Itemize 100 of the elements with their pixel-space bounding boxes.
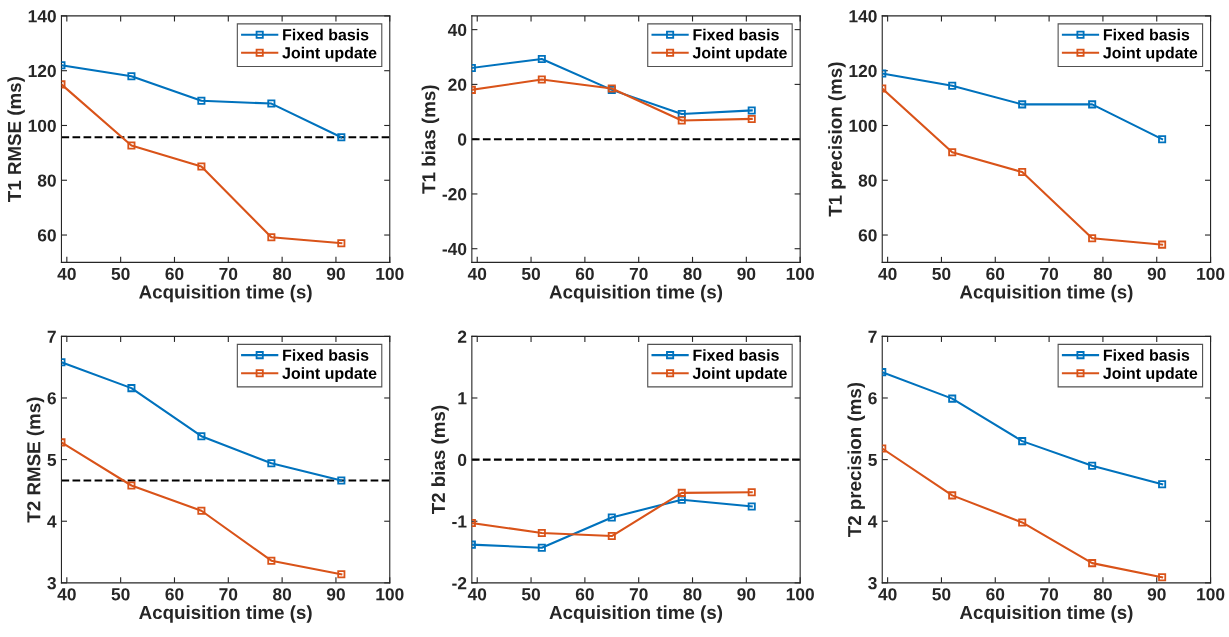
y-tick-label: -20 xyxy=(442,188,467,201)
x-tick-label: 90 xyxy=(326,588,345,601)
y-axis-title: T1 bias (ms) xyxy=(421,85,440,194)
x-tick-label: 70 xyxy=(219,588,238,601)
x-tick-label: 40 xyxy=(878,267,897,281)
point xyxy=(1158,573,1167,582)
point xyxy=(537,543,546,552)
y-tick-label: 80 xyxy=(858,174,877,187)
legend-label: Joint update xyxy=(1103,367,1198,383)
x-tick-label: 50 xyxy=(111,588,130,601)
point xyxy=(537,75,546,84)
x-tick-label: 60 xyxy=(986,588,1005,601)
point xyxy=(267,556,276,565)
point xyxy=(537,54,546,63)
point xyxy=(127,72,136,81)
y-tick-label: -2 xyxy=(452,577,467,590)
line-series xyxy=(471,75,756,125)
x-axis-title: Acquisition time (s) xyxy=(549,284,723,303)
point xyxy=(1018,518,1027,527)
point xyxy=(197,432,206,441)
point xyxy=(607,513,616,522)
point xyxy=(1088,100,1097,109)
x-tick-label: 90 xyxy=(737,588,756,601)
x-tick-label: 60 xyxy=(575,267,594,281)
x-tick-label: 40 xyxy=(467,588,487,601)
x-axis-title: Acquisition time (s) xyxy=(959,605,1133,623)
y-tick-label: 100 xyxy=(28,119,56,132)
x-tick-label: 80 xyxy=(1093,588,1112,601)
point xyxy=(127,141,136,150)
y-tick-label: 2 xyxy=(457,330,467,343)
x-tick-label: 60 xyxy=(575,588,594,601)
legend-label: Joint update xyxy=(282,367,377,383)
x-tick-label: 40 xyxy=(878,588,897,601)
x-tick-label: 50 xyxy=(521,588,540,601)
y-tick-label: 3 xyxy=(47,577,56,590)
point xyxy=(948,394,957,403)
point xyxy=(747,488,756,497)
point xyxy=(607,531,616,541)
y-tick-label: 3 xyxy=(868,577,877,590)
point xyxy=(1158,480,1167,489)
x-tick-label: 100 xyxy=(1197,267,1225,281)
x-tick-label: 80 xyxy=(273,588,292,601)
x-tick-label: 70 xyxy=(629,267,648,281)
y-tick-label: 100 xyxy=(849,119,877,132)
x-tick-label: 60 xyxy=(165,267,184,281)
point xyxy=(337,570,346,579)
y-tick-label: 4 xyxy=(867,515,878,528)
point xyxy=(1088,461,1097,470)
x-tick-label: 70 xyxy=(219,267,238,281)
point xyxy=(267,233,276,242)
y-tick-label: 4 xyxy=(47,515,57,528)
legend-label: Fixed basis xyxy=(693,28,779,41)
point xyxy=(197,506,206,515)
y-tick-label: 6 xyxy=(47,392,56,405)
legend-label: Joint update xyxy=(1103,46,1198,62)
point xyxy=(1158,240,1167,249)
point xyxy=(537,528,546,537)
y-tick-label: 60 xyxy=(858,229,877,242)
legend-label: Fixed basis xyxy=(693,349,779,361)
y-tick-label: 40 xyxy=(447,23,467,37)
y-tick-label: -40 xyxy=(442,242,467,256)
point xyxy=(747,106,756,115)
x-tick-label: 80 xyxy=(683,588,702,601)
legend-label: Joint update xyxy=(692,46,787,62)
point xyxy=(337,133,346,142)
y-tick-label: 1 xyxy=(458,392,467,405)
y-tick-label: 80 xyxy=(37,174,56,187)
x-tick-label: 40 xyxy=(57,588,76,601)
x-tick-label: 80 xyxy=(683,267,702,281)
y-tick-label: 7 xyxy=(868,330,877,343)
x-tick-label: 100 xyxy=(1197,588,1225,601)
y-tick-label: 7 xyxy=(47,330,56,343)
y-axis-title: T2 precision (ms) xyxy=(847,382,865,538)
point xyxy=(677,109,686,119)
point xyxy=(127,384,136,393)
point xyxy=(127,481,136,490)
x-tick-label: 100 xyxy=(786,588,814,601)
x-tick-label: 40 xyxy=(57,267,76,281)
x-tick-label: 90 xyxy=(737,267,756,281)
x-tick-label: 90 xyxy=(326,267,345,281)
x-tick-label: 50 xyxy=(111,267,130,281)
x-tick-label: 50 xyxy=(521,267,540,281)
y-tick-label: 0 xyxy=(458,453,467,467)
point xyxy=(267,459,276,468)
x-axis-title: Acquisition time (s) xyxy=(139,284,312,303)
point xyxy=(677,495,686,504)
point xyxy=(1018,168,1027,177)
x-tick-label: 60 xyxy=(165,588,184,601)
x-axis-title: Acquisition time (s) xyxy=(959,284,1133,303)
point xyxy=(267,99,276,108)
y-tick-label: 140 xyxy=(849,10,877,23)
point xyxy=(197,96,206,105)
legend-label: Fixed basis xyxy=(1103,349,1190,361)
point xyxy=(948,148,957,157)
legend-label: Fixed basis xyxy=(1103,28,1190,41)
point xyxy=(337,476,346,485)
x-tick-label: 60 xyxy=(986,267,1005,281)
x-tick-label: 80 xyxy=(1093,267,1112,281)
y-tick-label: 5 xyxy=(47,453,57,467)
point xyxy=(1088,559,1097,568)
